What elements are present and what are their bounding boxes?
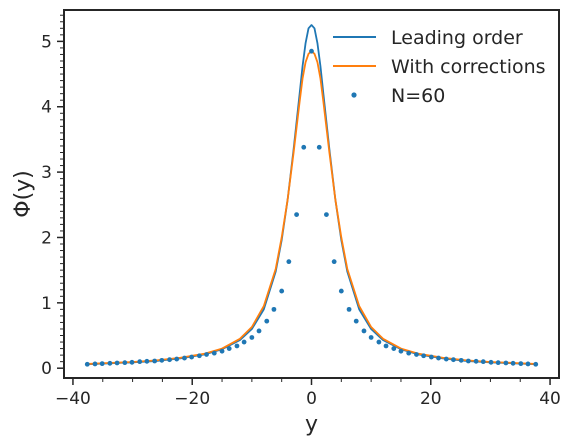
scatter-point: [338, 288, 344, 294]
x-tick-label: 40: [539, 389, 561, 409]
axes-frame: [63, 9, 560, 379]
scatter-point: [361, 328, 367, 334]
y-tick-label: 5: [41, 32, 52, 52]
y-axis-label: Φ(y): [11, 170, 36, 218]
scatter-point: [152, 358, 158, 364]
legend-swatch-2: [351, 92, 357, 98]
scatter-point: [211, 350, 217, 356]
scatter-point: [406, 350, 412, 356]
scatter-point: [174, 356, 180, 362]
y-tick-label: 3: [41, 163, 52, 183]
scatter-point: [510, 360, 516, 366]
scatter-point: [189, 354, 195, 360]
scatter-point: [249, 335, 255, 340]
scatter-point: [219, 348, 225, 354]
scatter-point: [414, 352, 419, 357]
scatter-point: [256, 328, 262, 334]
scatter-point: [167, 357, 172, 363]
scatter-point: [294, 212, 299, 217]
x-tick-label: 0: [306, 389, 317, 409]
scatter-point: [107, 360, 113, 366]
x-axis-label: y: [305, 412, 318, 437]
scatter-point: [503, 360, 509, 366]
scatter-point: [196, 353, 202, 359]
scatter-point: [144, 358, 150, 364]
scatter-point: [473, 358, 479, 364]
scatter-point: [376, 339, 382, 345]
scatter-point: [353, 318, 359, 324]
scatter-point: [383, 343, 389, 349]
scatter-point: [316, 144, 322, 150]
scatter-point: [458, 357, 464, 363]
scatter-point: [428, 354, 434, 360]
scatter-point: [465, 358, 471, 364]
scatter-point: [114, 360, 120, 366]
scatter-point: [241, 339, 247, 345]
scatter-point: [309, 48, 314, 54]
scatter-point: [84, 361, 90, 367]
legend-label: N=60: [391, 85, 445, 107]
legend-label: Leading order: [391, 27, 523, 49]
scatter-point: [182, 355, 187, 361]
x-tick-label: −20: [174, 389, 210, 409]
scatter-point: [324, 212, 329, 217]
scatter-point: [271, 306, 277, 312]
scatter-point: [99, 361, 105, 367]
y-tick-label: 2: [41, 228, 52, 248]
axis-ticks: −40 −20 0 20 40 0 1 2 3 4 5: [41, 14, 561, 409]
scatter-point: [443, 356, 449, 362]
scatter-point: [518, 361, 524, 367]
scatter-point: [368, 335, 374, 340]
y-tick-label: 4: [41, 98, 52, 118]
x-tick-label: 20: [420, 389, 442, 409]
scatter-point: [480, 359, 486, 365]
plot-area: [84, 24, 539, 367]
x-tick-label: −40: [55, 389, 91, 409]
y-tick-label: 0: [41, 359, 52, 379]
scatter-point: [286, 259, 292, 265]
scatter-point: [264, 318, 270, 324]
scatter-point: [346, 306, 352, 312]
scatter-point: [137, 359, 143, 365]
scatter-point: [92, 361, 98, 367]
scatter-point: [436, 355, 441, 361]
scatter-point: [331, 259, 337, 265]
scatter-point: [301, 144, 307, 150]
scatter-point: [488, 359, 494, 365]
scatter-point: [533, 361, 539, 367]
scatter-point: [398, 348, 404, 354]
scatter-point: [234, 343, 240, 349]
scatter-point: [279, 288, 285, 294]
scatter-point: [226, 346, 232, 351]
legend-label: With corrections: [391, 56, 546, 78]
scatter-point: [421, 353, 427, 359]
scatter-point: [129, 359, 135, 365]
legend: Leading order With corrections N=60: [333, 27, 546, 107]
scatter-point: [495, 360, 501, 366]
scatter-point: [391, 346, 397, 351]
scatter-point: [525, 361, 531, 367]
scatter-point: [159, 357, 165, 363]
scatter-point: [451, 357, 456, 363]
y-tick-label: 1: [41, 294, 52, 314]
scatter-point: [204, 352, 209, 357]
scatter-point: [122, 360, 128, 366]
